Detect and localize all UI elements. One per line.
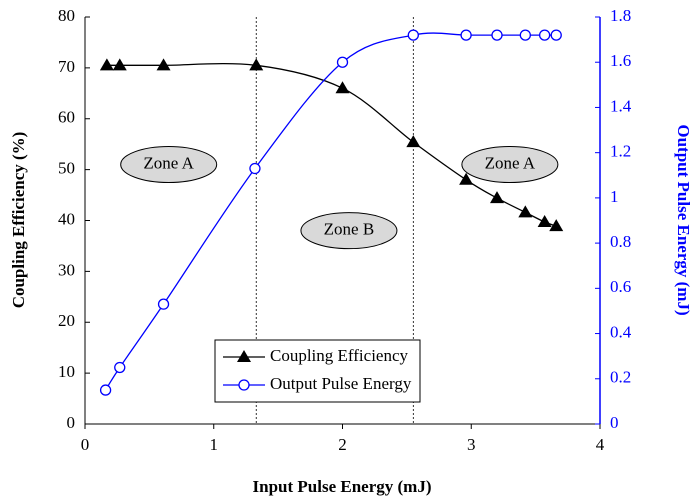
x-tick-label: 4 (596, 435, 605, 454)
data-point (519, 29, 531, 41)
annotation-ellipse (461, 146, 559, 184)
y-tick-label: 50 (58, 159, 75, 178)
legend-marker (238, 379, 250, 391)
data-point (157, 298, 170, 310)
data-point (490, 191, 504, 204)
y2-tick-label: 1.6 (610, 51, 631, 70)
y-tick-label: 40 (58, 209, 75, 228)
y-tick-label: 20 (58, 311, 75, 330)
y2-tick-label: 1 (610, 187, 619, 206)
y2-axis-title: Output Pulse Energy (mJ) (674, 124, 693, 315)
data-point (99, 58, 114, 71)
y2-tick-label: 0.6 (610, 277, 631, 296)
x-tick-label: 0 (81, 435, 90, 454)
data-point (550, 29, 562, 41)
y-tick-label: 10 (58, 362, 75, 381)
data-point (537, 215, 552, 228)
y-tick-label: 60 (58, 108, 75, 127)
data-point (459, 172, 474, 185)
annotation-ellipse (120, 146, 218, 184)
x-tick-label: 2 (338, 435, 347, 454)
data-point (407, 29, 419, 41)
data-point (249, 162, 261, 175)
x-axis-title: Input Pulse Energy (mJ) (253, 477, 432, 496)
y2-tick-label: 1.8 (610, 6, 631, 25)
series-line (105, 32, 557, 391)
y2-tick-label: 0.4 (610, 322, 632, 341)
data-point (335, 81, 350, 94)
data-point (249, 58, 264, 71)
data-point (460, 29, 472, 41)
data-point (518, 205, 533, 218)
legend-box (214, 339, 421, 403)
data-point (99, 384, 112, 396)
legend-marker (237, 350, 251, 362)
y2-tick-label: 0 (610, 413, 619, 432)
y2-tick-label: 0.2 (610, 368, 631, 387)
data-point (156, 58, 171, 71)
y2-tick-label: 1.4 (610, 96, 632, 115)
y-tick-label: 30 (58, 260, 75, 279)
annotation: Zone B (324, 220, 375, 239)
annotation: Zone A (485, 153, 536, 172)
data-point (112, 58, 127, 71)
y-tick-label: 80 (58, 6, 75, 25)
data-point (538, 29, 551, 41)
y-tick-label: 0 (67, 413, 76, 432)
x-tick-label: 1 (210, 435, 219, 454)
annotation-ellipse (300, 212, 398, 250)
data-point (336, 56, 349, 68)
annotation: Zone A (143, 153, 194, 172)
data-point (549, 219, 564, 232)
data-point (406, 135, 421, 148)
y2-tick-label: 1.2 (610, 142, 631, 161)
legend-label: Coupling Efficiency (270, 346, 409, 365)
y-axis-title: Coupling Efficiency (%) (9, 132, 28, 309)
y-tick-label: 70 (58, 57, 75, 76)
y2-tick-label: 0.8 (610, 232, 631, 251)
series-line (106, 62, 557, 227)
data-point (491, 29, 503, 41)
data-point (114, 361, 126, 374)
legend-label: Output Pulse Energy (270, 374, 412, 393)
x-tick-label: 3 (467, 435, 476, 454)
